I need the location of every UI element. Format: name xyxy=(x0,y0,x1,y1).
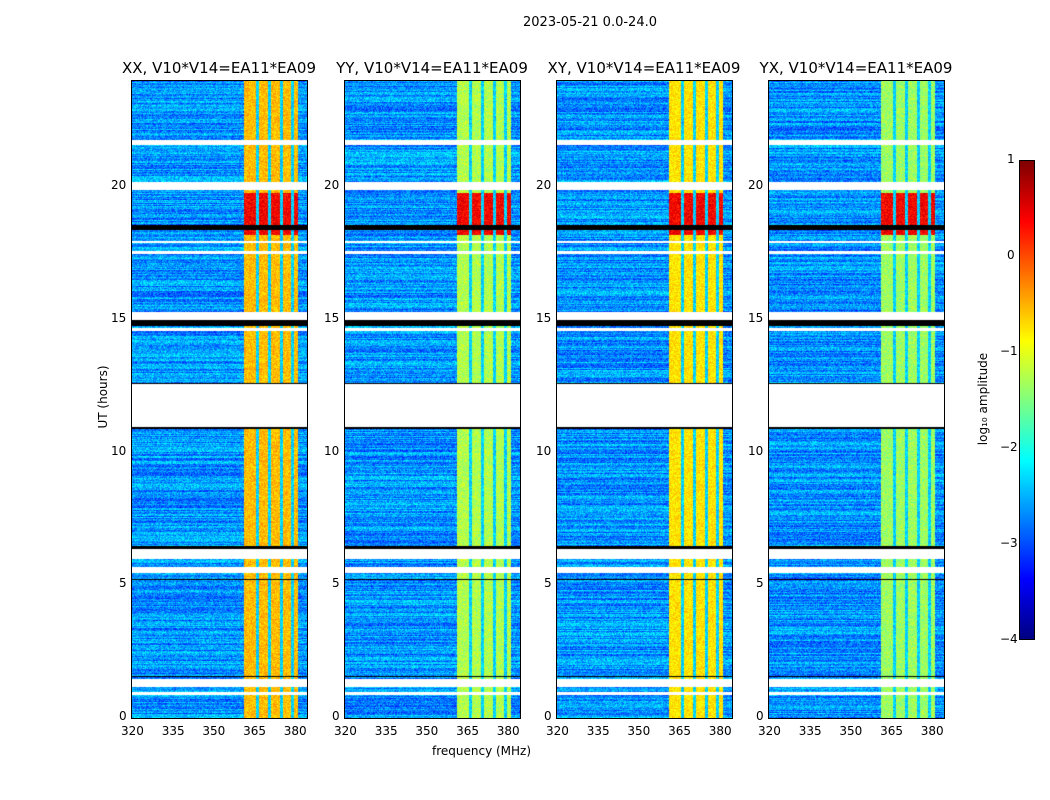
x-tick-label: 350 xyxy=(839,724,863,738)
x-tick-label: 335 xyxy=(161,724,185,738)
x-tick-label: 335 xyxy=(798,724,822,738)
y-tick-label: 5 xyxy=(544,576,552,591)
x-axis-label: frequency (MHz) xyxy=(432,744,532,758)
y-tick-label: 0 xyxy=(119,709,127,723)
x-tick-label: 320 xyxy=(334,724,357,738)
x-tick-label: 320 xyxy=(121,724,144,738)
y-tick-label: 5 xyxy=(756,576,764,591)
y-tick-label: 20 xyxy=(536,178,552,193)
heatmap-panel xyxy=(768,80,945,719)
y-tick-label: 15 xyxy=(111,310,127,325)
x-tick-label: 320 xyxy=(546,724,569,738)
x-tick-label: 380 xyxy=(496,724,520,738)
x-tick-label: 350 xyxy=(202,724,226,738)
y-tick-label: 10 xyxy=(324,443,340,458)
colorbar-tick-label: −4 xyxy=(1000,632,1018,646)
colorbar xyxy=(1019,160,1035,640)
x-tick-label: 350 xyxy=(415,724,439,738)
y-tick-label: 15 xyxy=(324,310,340,325)
x-tick-label: 350 xyxy=(627,724,651,738)
x-tick-label: 335 xyxy=(374,724,398,738)
y-tick-label: 20 xyxy=(111,178,127,193)
y-tick-label: 5 xyxy=(332,576,340,591)
colorbar-tick-label: −3 xyxy=(1000,536,1018,550)
x-tick-label: 335 xyxy=(586,724,610,738)
y-tick-label: 0 xyxy=(332,709,340,723)
heatmap-panel xyxy=(344,80,521,719)
x-tick-label: 320 xyxy=(758,724,781,738)
colorbar-label: log₁₀ amplitude xyxy=(976,352,990,446)
x-tick-label: 380 xyxy=(708,724,732,738)
y-tick-label: 0 xyxy=(544,709,552,723)
heatmap-panel xyxy=(556,80,733,719)
x-tick-label: 380 xyxy=(920,724,944,738)
y-tick-label: 10 xyxy=(748,443,764,458)
heatmap-image xyxy=(132,81,307,718)
colorbar-tick-label: −2 xyxy=(1000,440,1018,454)
x-tick-label: 365 xyxy=(243,724,266,738)
suptitle: 2023-05-21 0.0-24.0 xyxy=(523,15,657,30)
x-tick-label: 380 xyxy=(283,724,307,738)
heatmap-image xyxy=(769,81,944,718)
colorbar-tick-label: 0 xyxy=(1007,248,1015,262)
y-tick-label: 20 xyxy=(748,178,764,193)
panel-title: YY, V10*V14=EA11*EA09 xyxy=(336,59,528,77)
y-axis-label: UT (hours) xyxy=(96,365,110,429)
x-tick-label: 365 xyxy=(668,724,691,738)
y-tick-label: 20 xyxy=(324,178,340,193)
y-tick-label: 0 xyxy=(756,709,764,723)
panel-title: XX, V10*V14=EA11*EA09 xyxy=(121,59,316,77)
y-tick-label: 5 xyxy=(119,576,127,591)
panel-title: YX, V10*V14=EA11*EA09 xyxy=(759,59,953,77)
colorbar-tick-label: −1 xyxy=(1000,344,1018,358)
x-tick-label: 365 xyxy=(880,724,903,738)
y-tick-label: 10 xyxy=(111,443,127,458)
colorbar-tick-label: 1 xyxy=(1007,152,1015,166)
x-tick-label: 365 xyxy=(456,724,479,738)
y-tick-label: 10 xyxy=(536,443,552,458)
y-tick-label: 15 xyxy=(748,310,764,325)
heatmap-panel xyxy=(131,80,308,719)
y-tick-label: 15 xyxy=(536,310,552,325)
panel-title: XY, V10*V14=EA11*EA09 xyxy=(547,59,741,77)
heatmap-image xyxy=(345,81,520,718)
heatmap-image xyxy=(557,81,732,718)
